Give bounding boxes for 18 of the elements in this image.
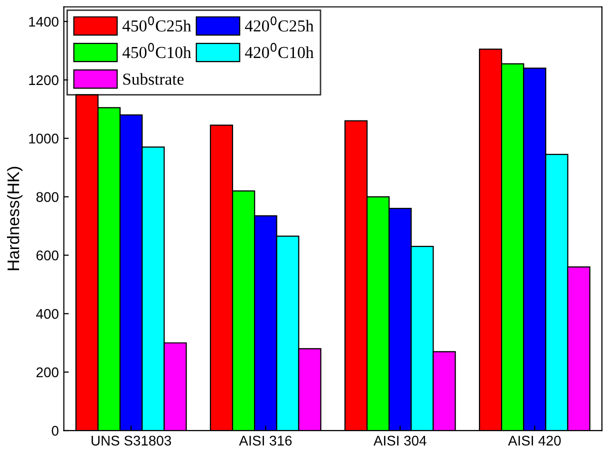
x-tick-label: AISI 304	[374, 436, 426, 446]
legend-label: 450$^{0}$C10h	[122, 42, 192, 58]
y-tick-label: 200	[36, 367, 58, 378]
x-tick-label: AISI 316	[239, 436, 292, 446]
y-tick-label: 0	[52, 426, 58, 436]
x-tick-label: AISI 420	[508, 436, 561, 446]
y-tick-label: 1200	[29, 75, 58, 86]
legend-label: 420$^{0}$C10h	[245, 42, 314, 58]
legend-label: 450$^{0}$C25h	[122, 16, 192, 32]
y-tick-label: 1000	[29, 134, 58, 144]
legend-label: 420$^{0}$C25h	[245, 16, 314, 32]
y-tick-label: 800	[36, 192, 58, 202]
y-tick-label: 400	[36, 308, 58, 319]
y-axis-title: Hardness(HK)	[6, 166, 23, 270]
y-tick-label: 1400	[29, 16, 58, 27]
legend-label: Substrate	[123, 73, 184, 85]
y-tick-label: 600	[36, 250, 58, 260]
x-tick-label: UNS S31803	[92, 436, 172, 446]
